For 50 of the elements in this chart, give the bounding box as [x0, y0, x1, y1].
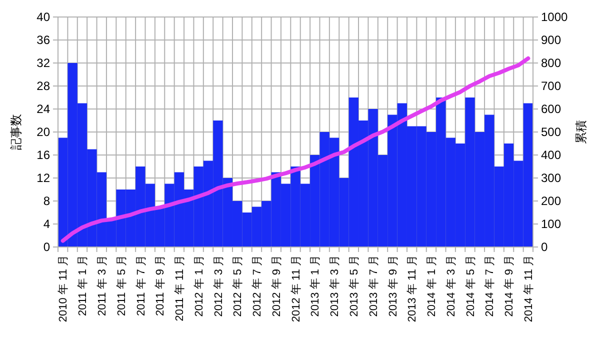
- x-tick-label: 2012 年 7 月: [252, 255, 264, 317]
- x-tick-label: 2011 年 7 月: [135, 255, 148, 316]
- y-tick-label: 20: [36, 125, 50, 140]
- y2-tick-label: 300: [541, 171, 562, 186]
- x-tick-label: 2012 年 3 月: [212, 255, 225, 317]
- y-tick-label: 24: [36, 102, 50, 116]
- x-tick-label: 2012 年 1 月: [193, 255, 206, 317]
- y-tick-label: 32: [36, 56, 50, 70]
- y2-tick-label: 400: [541, 148, 562, 162]
- x-tick-label: 2013 年 5 月: [348, 255, 361, 317]
- x-tick-label: 2014 年 3 月: [445, 255, 458, 317]
- x-tick-label: 2013 年 11 月: [406, 255, 419, 322]
- x-tick-label: 2014 年 1 月: [426, 255, 438, 317]
- y-tick-label: 8: [43, 194, 50, 208]
- x-tick-label: 2011 年 1 月: [77, 255, 90, 316]
- x-tick-label: 2014 年 11 月: [523, 255, 536, 322]
- x-tick-label: 2013 年 7 月: [368, 255, 380, 317]
- y-axis-title: 記事数: [9, 114, 23, 150]
- x-tick-label: 2012 年 11 月: [290, 255, 302, 322]
- y2-tick-label: 1000: [541, 10, 568, 24]
- y2-tick-label: 0: [541, 240, 548, 254]
- x-tick-label: 2012 年 5 月: [232, 255, 244, 317]
- x-tick-label: 2014 年 5 月: [464, 255, 477, 317]
- y2-tick-label: 100: [541, 217, 562, 232]
- y2-tick-label: 500: [541, 125, 562, 140]
- y2-tick-label: 200: [541, 194, 562, 208]
- y-tick-label: 40: [36, 10, 50, 24]
- x-tick-label: 2014 年 7 月: [484, 255, 496, 317]
- y-tick-label: 4: [43, 217, 50, 232]
- x-tick-label: 2013 年 3 月: [329, 255, 342, 317]
- x-tick-label: 2014 年 9 月: [504, 255, 516, 317]
- x-tick-label: 2013 年 1 月: [310, 255, 322, 317]
- x-tick-label: 2011 年 5 月: [116, 255, 128, 316]
- x-tick-label: 2011 年 9 月: [154, 255, 167, 316]
- x-tick-label: 2012 年 9 月: [270, 255, 283, 317]
- y2-tick-label: 800: [541, 56, 562, 70]
- x-tick-label: 2011 年 11 月: [174, 255, 186, 322]
- line-series: [60, 56, 530, 243]
- x-tick-label: 2011 年 3 月: [96, 255, 108, 316]
- y2-tick-label: 700: [541, 79, 562, 94]
- x-tick-label: 2010 年 11 月: [58, 255, 70, 322]
- y2-axis-title: 累積: [574, 120, 588, 144]
- y-tick-label: 12: [36, 171, 50, 186]
- y-tick-label: 36: [36, 33, 50, 48]
- y2-tick-label: 900: [541, 33, 562, 48]
- y2-tick-label: 600: [541, 102, 562, 116]
- y-tick-label: 28: [36, 79, 50, 94]
- x-tick-label: 2013 年 9 月: [387, 255, 400, 317]
- y-tick-label: 16: [36, 148, 50, 162]
- y-tick-label: 0: [43, 240, 50, 254]
